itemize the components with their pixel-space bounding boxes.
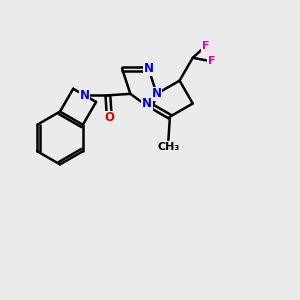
Text: O: O <box>104 111 114 124</box>
Text: N: N <box>142 97 152 110</box>
Text: N: N <box>152 87 162 100</box>
Text: N: N <box>143 62 154 75</box>
Text: N: N <box>80 89 90 102</box>
Text: F: F <box>202 41 209 51</box>
Text: F: F <box>208 56 215 66</box>
Text: CH₃: CH₃ <box>157 142 179 152</box>
